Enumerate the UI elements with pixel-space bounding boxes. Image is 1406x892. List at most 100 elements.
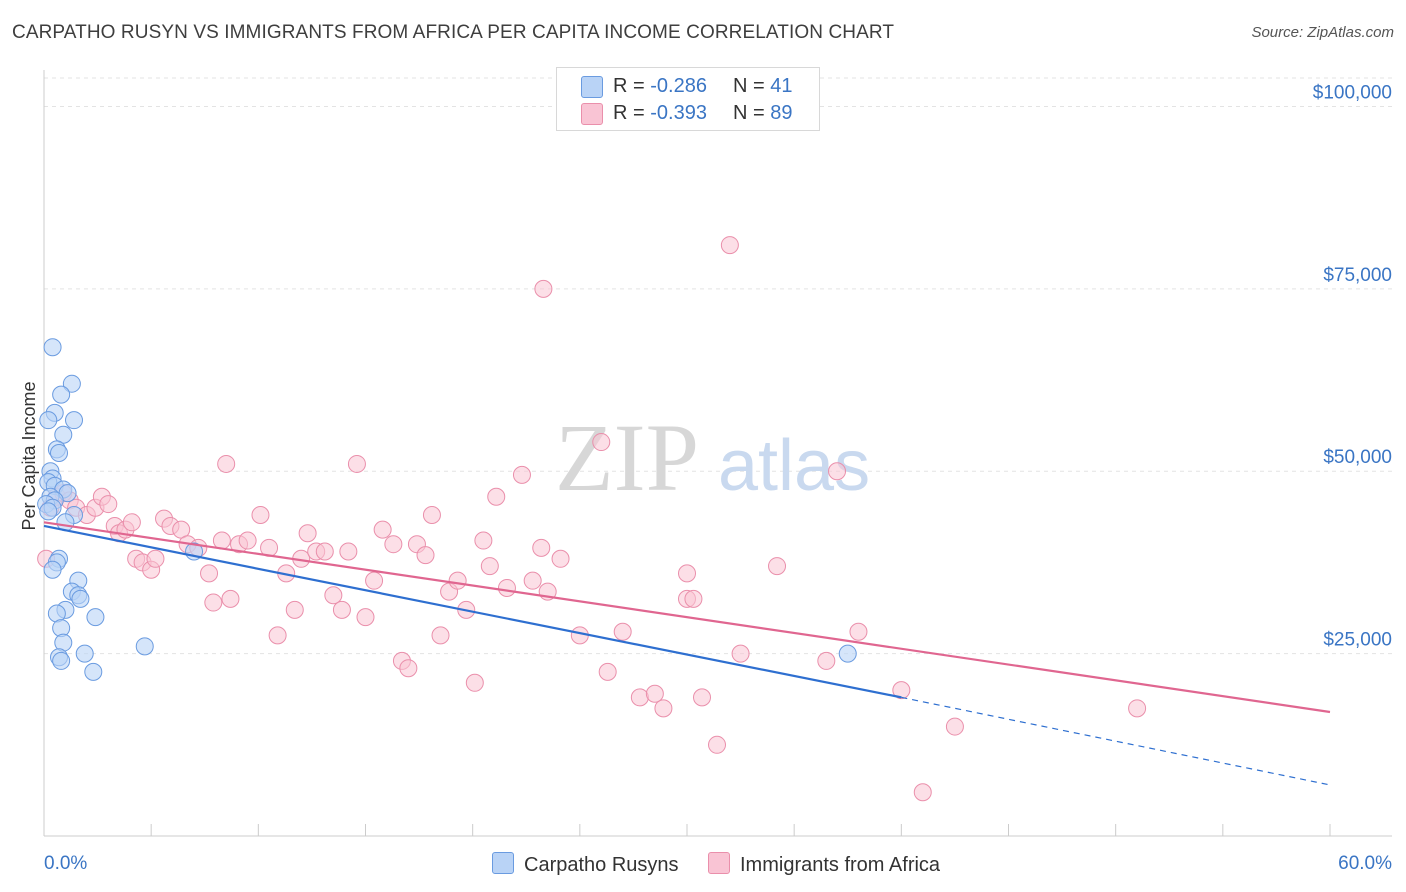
legend-n: N = 89 — [733, 102, 793, 125]
point-immigrants-from-africa — [251, 506, 270, 525]
point-immigrants-from-africa — [945, 717, 964, 736]
y-tick-label: $25,000 — [1323, 630, 1392, 651]
point-carpatho-rusyns — [52, 651, 71, 670]
point-immigrants-from-africa — [474, 531, 493, 550]
point-immigrants-from-africa — [99, 495, 118, 514]
point-immigrants-from-africa — [892, 681, 911, 700]
bottom-legend-carpatho-rusyns: Carpatho Rusyns — [492, 852, 679, 877]
bottom-legend-immigrants-from-africa: Immigrants from Africa — [708, 852, 940, 877]
bottom-legend-label: Immigrants from Africa — [740, 854, 941, 876]
point-immigrants-from-africa — [768, 557, 787, 576]
trend-line-immigrants-from-africa — [43, 521, 1331, 714]
point-immigrants-from-africa — [645, 684, 664, 703]
point-immigrants-from-africa — [598, 662, 617, 681]
point-immigrants-from-africa — [512, 465, 531, 484]
bottom-legend-label: Carpatho Rusyns — [524, 854, 679, 876]
point-immigrants-from-africa — [268, 626, 287, 645]
point-immigrants-from-africa — [684, 589, 703, 608]
point-immigrants-from-africa — [720, 236, 739, 255]
point-immigrants-from-africa — [146, 549, 165, 568]
legend-n-value: 89 — [770, 102, 793, 124]
point-immigrants-from-africa — [200, 564, 219, 583]
series-immigrants-from-africa-points — [37, 236, 1147, 802]
trend-line-carpatho-rusyns-extension — [901, 696, 1331, 786]
legend-n-label: N = — [733, 102, 771, 124]
point-carpatho-rusyns — [43, 338, 62, 357]
series-carpatho-rusyns-points — [37, 338, 857, 681]
point-immigrants-from-africa — [332, 600, 351, 619]
point-immigrants-from-africa — [238, 531, 257, 550]
point-carpatho-rusyns — [135, 637, 154, 656]
point-immigrants-from-africa — [1128, 699, 1147, 718]
point-immigrants-from-africa — [315, 542, 334, 561]
point-immigrants-from-africa — [828, 462, 847, 481]
point-immigrants-from-africa — [365, 571, 384, 590]
point-carpatho-rusyns — [39, 411, 58, 430]
point-immigrants-from-africa — [339, 542, 358, 561]
point-immigrants-from-africa — [221, 589, 240, 608]
watermark-zip: ZIP — [555, 404, 699, 511]
point-carpatho-rusyns — [50, 444, 69, 462]
point-immigrants-from-africa — [122, 513, 141, 532]
axis-labels: $25,000 $50,000 $75,000 $100,000 0.0% 60.0% Pe… — [19, 82, 1392, 874]
x-tick-label-max: 60.0% — [1338, 853, 1392, 874]
point-carpatho-rusyns — [43, 560, 62, 579]
point-immigrants-from-africa — [212, 531, 231, 550]
point-immigrants-from-africa — [480, 557, 499, 576]
legend-r: R = -0.393 — [613, 102, 707, 125]
point-immigrants-from-africa — [630, 688, 649, 707]
point-immigrants-from-africa — [534, 279, 553, 298]
point-immigrants-from-africa — [448, 571, 467, 590]
point-immigrants-from-africa — [817, 651, 836, 670]
axes — [43, 70, 1392, 837]
point-immigrants-from-africa — [217, 454, 236, 473]
y-tick-label: $75,000 — [1323, 265, 1392, 286]
point-immigrants-from-africa — [551, 549, 570, 568]
point-immigrants-from-africa — [592, 433, 611, 452]
bottom-legend-swatch-pink — [708, 852, 730, 874]
point-carpatho-rusyns — [71, 589, 90, 608]
legend-n: N = 41 — [733, 75, 793, 98]
point-immigrants-from-africa — [285, 600, 304, 619]
trend-line-carpatho-rusyns — [43, 524, 902, 699]
legend-n-value: 41 — [770, 75, 793, 97]
correlation-legend: R = -0.286 N = 41 R = -0.393 N = 89 — [556, 67, 820, 131]
point-immigrants-from-africa — [523, 571, 542, 590]
legend-r-label: R = — [613, 102, 651, 124]
point-immigrants-from-africa — [431, 626, 450, 645]
point-immigrants-from-africa — [693, 688, 712, 707]
point-immigrants-from-africa — [204, 593, 223, 612]
chart-source: Source: ZipAtlas.com — [1251, 24, 1394, 41]
bottom-legend-swatch-blue — [492, 852, 514, 874]
legend-r-value: -0.393 — [650, 102, 707, 124]
point-immigrants-from-africa — [708, 735, 727, 754]
point-carpatho-rusyns — [838, 644, 857, 663]
point-immigrants-from-africa — [613, 622, 632, 641]
legend-r: R = -0.286 — [613, 75, 707, 98]
point-immigrants-from-africa — [298, 524, 317, 543]
point-immigrants-from-africa — [347, 454, 366, 473]
point-immigrants-from-africa — [356, 608, 375, 627]
point-immigrants-from-africa — [849, 622, 868, 641]
trend-lines — [43, 521, 1331, 786]
point-carpatho-rusyns — [62, 374, 81, 393]
point-carpatho-rusyns — [39, 502, 58, 521]
point-immigrants-from-africa — [497, 578, 516, 597]
point-immigrants-from-africa — [487, 487, 506, 506]
legend-swatch-blue — [581, 76, 603, 98]
point-carpatho-rusyns — [75, 644, 94, 663]
point-immigrants-from-africa — [422, 506, 441, 525]
legend-swatch-pink — [581, 103, 603, 125]
legend-r-label: R = — [613, 75, 651, 97]
point-immigrants-from-africa — [654, 699, 673, 718]
point-carpatho-rusyns — [65, 411, 84, 430]
point-immigrants-from-africa — [465, 673, 484, 692]
point-carpatho-rusyns — [86, 608, 105, 627]
point-immigrants-from-africa — [678, 564, 696, 583]
point-immigrants-from-africa — [373, 520, 392, 539]
point-immigrants-from-africa — [416, 546, 435, 565]
point-immigrants-from-africa — [731, 644, 750, 663]
y-axis-title: Per Capita Income — [19, 381, 39, 530]
point-carpatho-rusyns — [84, 662, 103, 681]
